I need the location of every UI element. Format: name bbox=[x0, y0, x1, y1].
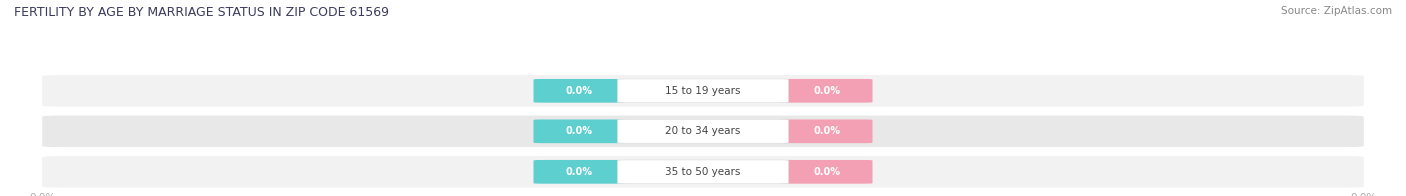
Text: 0.0%: 0.0% bbox=[813, 126, 839, 136]
Text: 15 to 19 years: 15 to 19 years bbox=[665, 86, 741, 96]
FancyBboxPatch shape bbox=[42, 75, 1364, 107]
FancyBboxPatch shape bbox=[533, 160, 626, 184]
Text: 20 to 34 years: 20 to 34 years bbox=[665, 126, 741, 136]
FancyBboxPatch shape bbox=[617, 160, 789, 184]
Text: 0.0%: 0.0% bbox=[567, 167, 593, 177]
FancyBboxPatch shape bbox=[42, 156, 1364, 188]
Text: 0.0%: 0.0% bbox=[813, 86, 839, 96]
FancyBboxPatch shape bbox=[780, 160, 873, 184]
Text: 0.0%: 0.0% bbox=[567, 86, 593, 96]
FancyBboxPatch shape bbox=[617, 119, 789, 143]
Text: 35 to 50 years: 35 to 50 years bbox=[665, 167, 741, 177]
FancyBboxPatch shape bbox=[617, 79, 789, 103]
Text: 0.0%: 0.0% bbox=[567, 126, 593, 136]
FancyBboxPatch shape bbox=[533, 119, 626, 143]
FancyBboxPatch shape bbox=[780, 119, 873, 143]
Text: 0.0%: 0.0% bbox=[813, 167, 839, 177]
FancyBboxPatch shape bbox=[780, 79, 873, 103]
FancyBboxPatch shape bbox=[42, 115, 1364, 147]
Text: FERTILITY BY AGE BY MARRIAGE STATUS IN ZIP CODE 61569: FERTILITY BY AGE BY MARRIAGE STATUS IN Z… bbox=[14, 6, 389, 19]
FancyBboxPatch shape bbox=[533, 79, 626, 103]
Text: Source: ZipAtlas.com: Source: ZipAtlas.com bbox=[1281, 6, 1392, 16]
